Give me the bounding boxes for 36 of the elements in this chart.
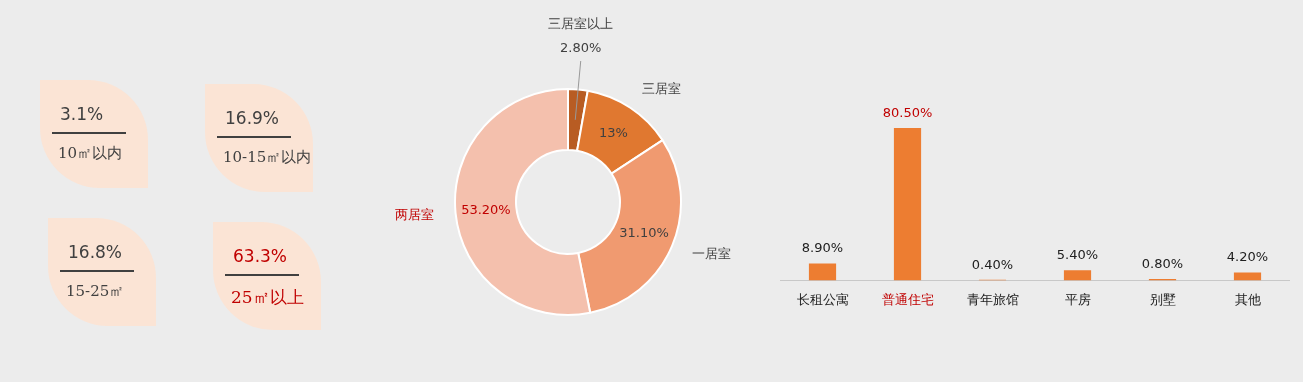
category-label: 25㎡以上: [231, 286, 304, 309]
x-tick-label: 别墅: [1149, 291, 1176, 307]
leaf-shape: 16.9% 10-15㎡以内: [205, 84, 313, 192]
data-label: 4.20%: [1226, 249, 1269, 265]
data-label: 16.8%: [68, 242, 123, 262]
bar: [808, 263, 837, 281]
slice-label: 两居室: [394, 206, 434, 222]
category-label: 10㎡以内: [58, 144, 123, 163]
data-label: 13%: [599, 124, 628, 140]
data-label: 5.40%: [1056, 247, 1099, 263]
bar: [893, 127, 922, 281]
category-label: 10-15㎡以内: [223, 148, 312, 167]
bar: [1063, 270, 1092, 281]
x-tick-label: 其他: [1234, 291, 1261, 307]
x-tick-label: 青年旅馆: [966, 291, 1019, 307]
data-label: 0.40%: [971, 256, 1014, 272]
x-tick-label: 长租公寓: [796, 291, 849, 307]
bar: [1233, 272, 1262, 281]
data-label: 31.10%: [619, 225, 669, 241]
slice-label: 三居室: [642, 80, 682, 96]
leaf-shape: 3.1% 10㎡以内: [40, 80, 148, 188]
slice-label: 三居室以上: [548, 15, 614, 31]
data-label: 63.3%: [233, 246, 288, 266]
slice-label: 一居室: [692, 245, 732, 261]
category-label: 15-25㎡: [66, 282, 125, 301]
data-label: 80.50%: [882, 104, 933, 120]
x-tick-label: 平房: [1064, 291, 1091, 307]
data-label: 0.80%: [1141, 255, 1184, 271]
data-label: 2.80%: [560, 39, 602, 55]
data-label: 53.20%: [461, 201, 511, 217]
data-label: 16.9%: [225, 108, 280, 128]
x-tick-label: 普通住宅: [881, 291, 934, 307]
data-label: 3.1%: [60, 104, 104, 124]
leaf-shape: 16.8% 15-25㎡: [48, 218, 156, 326]
leaf-shape: 63.3% 25㎡以上: [213, 222, 321, 330]
data-label: 8.90%: [801, 240, 844, 256]
